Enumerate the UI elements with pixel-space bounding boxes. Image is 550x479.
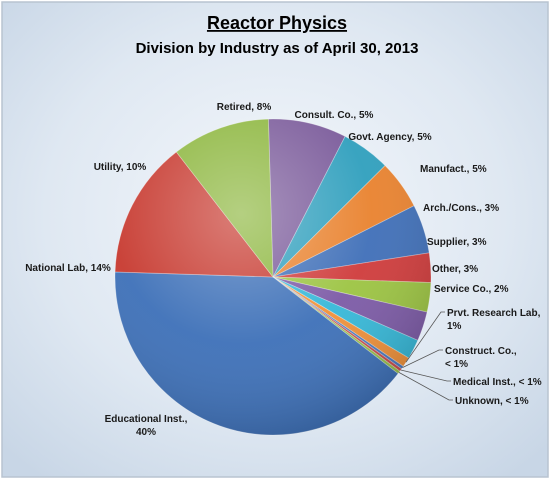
slice-label-line: 1%: [447, 321, 462, 332]
slice-label-line: Unknown, < 1%: [455, 396, 529, 407]
slice-label-line: < 1%: [445, 359, 468, 370]
slice-label-line: Educational Inst.,: [105, 414, 188, 425]
slice-label-line: Service Co., 2%: [434, 284, 509, 295]
slice-label-line: Arch./Cons., 3%: [423, 203, 499, 214]
slice-label: Retired, 8%: [217, 102, 272, 113]
slice-label: Other, 3%: [432, 264, 478, 275]
slice-label-line: Medical Inst., < 1%: [453, 377, 542, 388]
slice-label-line: Construct. Co.,: [445, 346, 517, 357]
slice-label: National Lab, 14%: [25, 263, 111, 274]
slice-label: Educational Inst., 40%: [105, 414, 188, 438]
slice-label: Manufact., 5%: [420, 164, 487, 175]
slice-labels: Retired, 8% Consult. Co., 5% Govt. Agency,…: [25, 102, 542, 438]
leader-line: [405, 311, 445, 363]
slice-label: Construct. Co., < 1%: [445, 346, 517, 370]
slice-label-line: Govt. Agency, 5%: [348, 132, 431, 143]
slice-label: Utility, 10%: [94, 162, 147, 173]
slice-label-line: Other, 3%: [432, 264, 478, 275]
leader-line: [400, 369, 451, 382]
slice-label: Unknown, < 1%: [455, 396, 529, 407]
slice-label-line: Prvt. Research Lab,: [447, 308, 541, 319]
leader-line: [402, 349, 443, 368]
slice-label: Prvt. Research Lab, 1%: [447, 308, 541, 332]
slice-label-line: Manufact., 5%: [420, 164, 487, 175]
slice-label-line: Supplier, 3%: [427, 237, 487, 248]
slice-label-line: Consult. Co., 5%: [295, 110, 374, 121]
slice-label: Supplier, 3%: [427, 237, 487, 248]
slice-label-line: 40%: [136, 427, 156, 438]
leader-lines: [398, 311, 453, 401]
slice-label: Medical Inst., < 1%: [453, 377, 542, 388]
leader-line: [398, 372, 453, 401]
slice-label-line: Retired, 8%: [217, 102, 272, 113]
chart-subtitle: Division by Industry as of April 30, 201…: [136, 40, 419, 57]
slice-label: Arch./Cons., 3%: [423, 203, 499, 214]
slice-label: Service Co., 2%: [434, 284, 509, 295]
slice-label: Govt. Agency, 5%: [348, 132, 431, 143]
slices-layer: [114, 118, 432, 436]
slice-label-line: National Lab, 14%: [25, 263, 111, 274]
slice-label-line: Utility, 10%: [94, 162, 147, 173]
chart-title: Reactor Physics: [207, 13, 347, 33]
slice-label: Consult. Co., 5%: [295, 110, 374, 121]
